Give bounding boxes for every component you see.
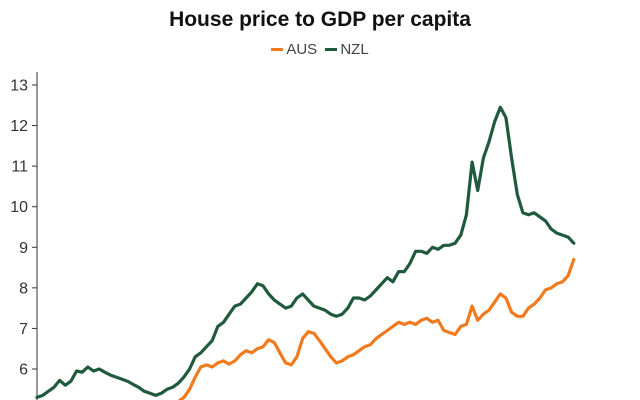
legend: AUS NZL <box>0 41 640 58</box>
y-tick-label-12: 12 <box>10 118 28 135</box>
y-tick-label-13: 13 <box>10 78 28 95</box>
y-tick-label-11: 11 <box>11 159 28 176</box>
legend-label-aus: AUS <box>286 41 318 58</box>
legend-item-nzl: NZL <box>325 41 369 58</box>
y-tick-label-9: 9 <box>19 240 28 257</box>
series-line-aus <box>177 257 576 400</box>
y-tick-label-10: 10 <box>10 199 28 216</box>
y-tick-label-8: 8 <box>19 280 28 297</box>
legend-item-aus: AUS <box>271 41 317 58</box>
legend-swatch-nzl <box>325 47 338 51</box>
series-line-nzl <box>35 105 576 399</box>
legend-label-nzl: NZL <box>340 41 369 58</box>
y-tick-label-7: 7 <box>19 321 28 338</box>
legend-swatch-aus <box>271 47 284 51</box>
chart-title: House price to GDP per capita <box>169 8 471 31</box>
y-tick-label-6: 6 <box>19 362 28 379</box>
